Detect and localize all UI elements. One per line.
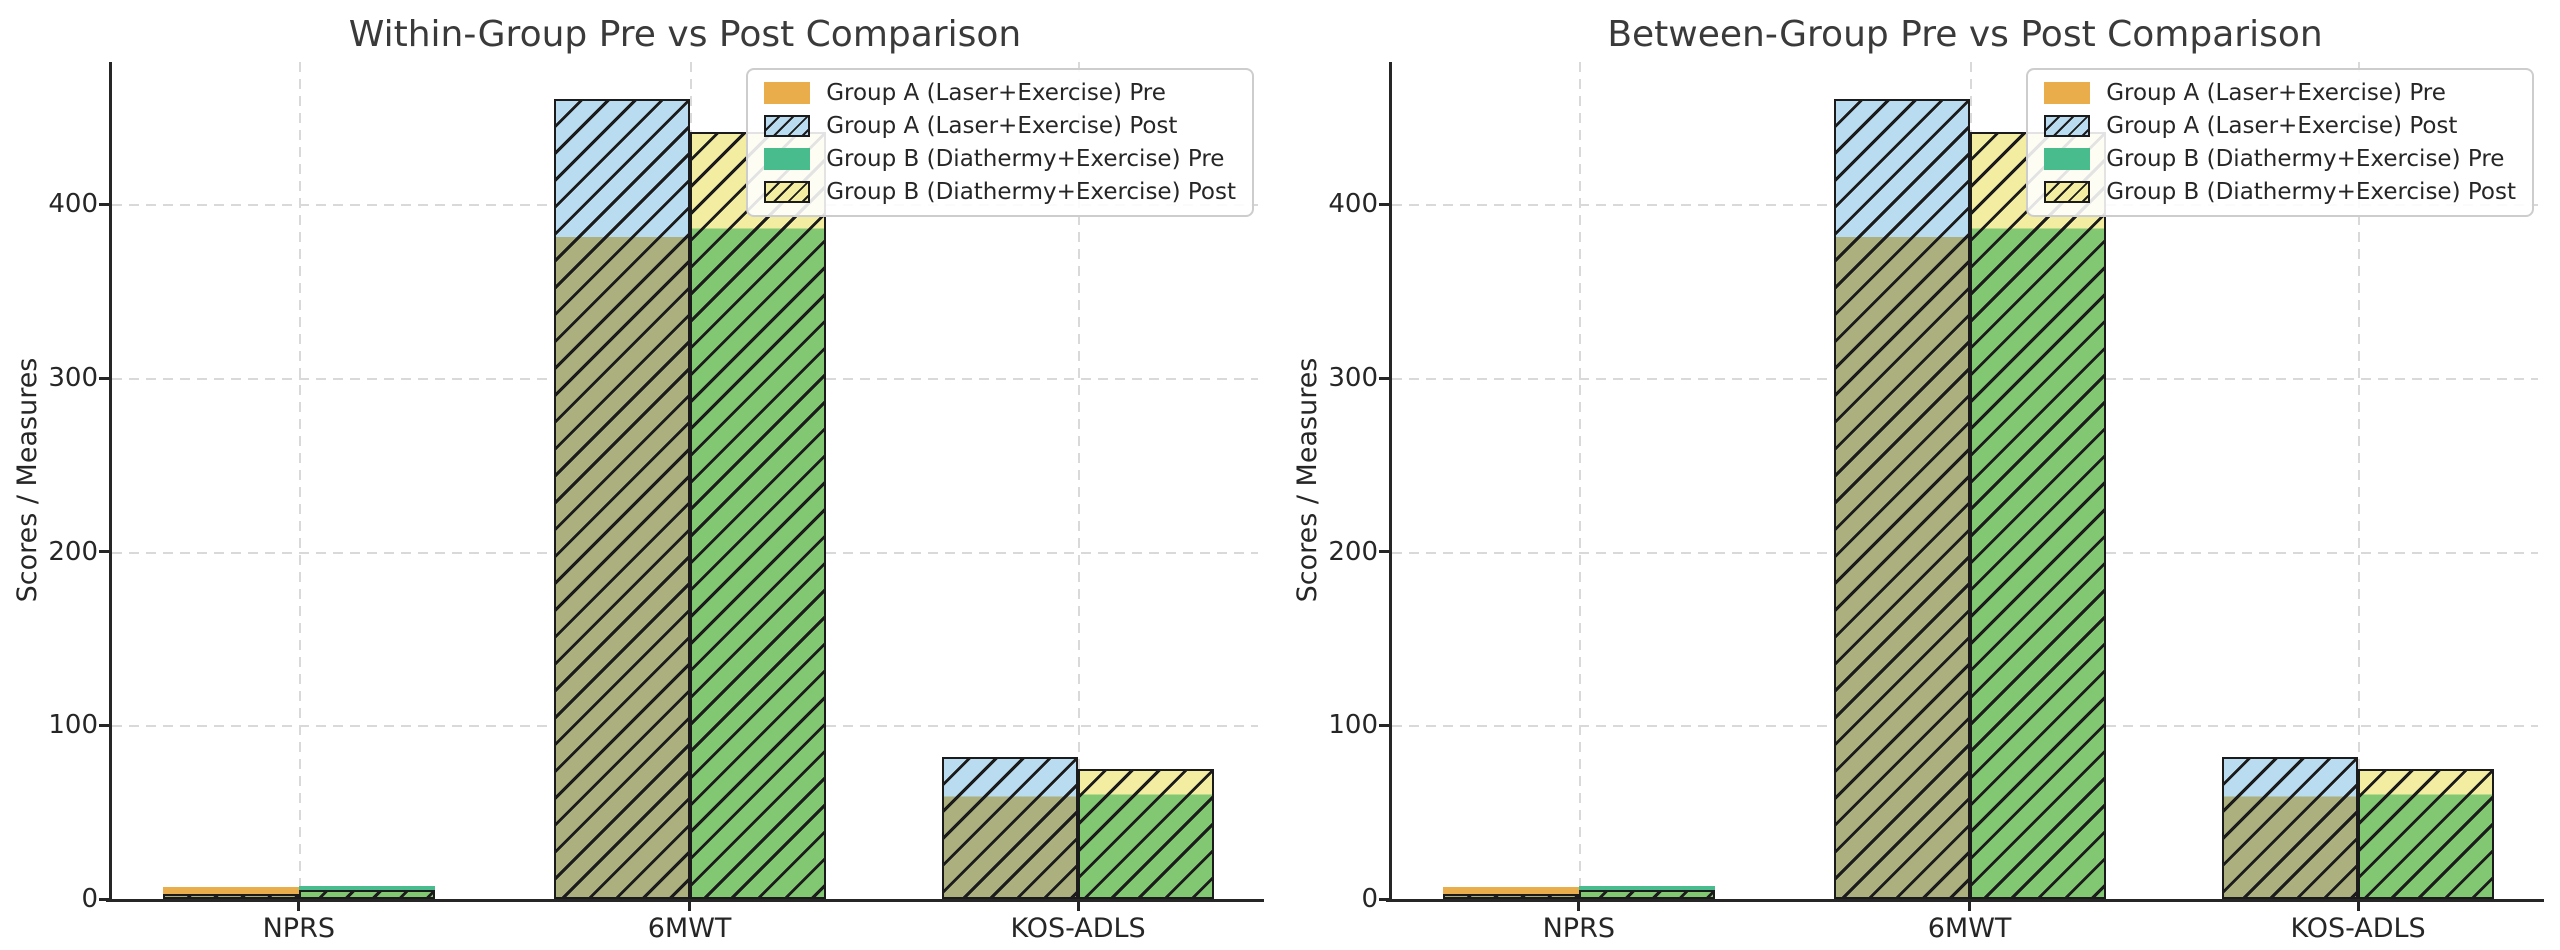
gridline-x-nprs (1578, 62, 1581, 899)
legend: Group A (Laser+Exercise) Pre Group A (Las… (2026, 68, 2534, 217)
legend-item: Group A (Laser+Exercise) Post (2044, 113, 2516, 139)
legend-item: Group B (Diathermy+Exercise) Post (2044, 179, 2516, 205)
legend-label: Group A (Laser+Exercise) Pre (826, 80, 1166, 106)
y-tick-label-300: 300 (1328, 363, 1378, 393)
y-tick-label-100: 100 (1328, 710, 1378, 741)
plot-area: 0 100 200 300 400 NPRS 6MWT KOS-ADLS Group A (La… (48, 62, 1264, 944)
y-axis-spine (109, 62, 112, 902)
chart-between-group: Between-Group Pre vs Post Comparison Sco… (1280, 0, 2560, 950)
y-tick-0 (99, 897, 112, 901)
gridline-x-nprs (298, 62, 301, 899)
y-tick-400 (1379, 202, 1392, 206)
chart-title: Within-Group Pre vs Post Comparison (348, 14, 1022, 55)
y-tick-100 (1379, 723, 1392, 727)
x-tick-label-kos-adls: KOS-ADLS (1010, 913, 1146, 944)
x-tick-kos-adls (1076, 902, 1080, 911)
y-tick-0 (1379, 897, 1392, 901)
legend-item: Group A (Laser+Exercise) Post (764, 113, 1236, 139)
legend-item: Group A (Laser+Exercise) Pre (2044, 80, 2516, 106)
x-tick-label-nprs: NPRS (262, 913, 335, 944)
bar-kos-adls-group-a-post (942, 756, 1079, 899)
legend-label: Group A (Laser+Exercise) Pre (2106, 80, 2446, 106)
legend-item: Group B (Diathermy+Exercise) Pre (2044, 146, 2516, 172)
x-axis-spine (1386, 899, 2544, 902)
bar-nprs-group-b-post (298, 890, 435, 899)
y-axis-spine (1389, 62, 1392, 902)
y-tick-label-400: 400 (48, 189, 98, 220)
y-tick-300 (99, 376, 112, 380)
legend-swatch (764, 82, 811, 104)
x-tick-label-kos-adls: KOS-ADLS (2290, 913, 2426, 944)
x-tick-label-6mwt: 6MWT (647, 913, 732, 944)
y-tick-label-0: 0 (81, 884, 98, 914)
x-tick-label-6mwt: 6MWT (1927, 913, 2012, 944)
y-tick-label-300: 300 (48, 363, 98, 393)
x-tick-nprs (297, 902, 301, 911)
chart-within-group: Within-Group Pre vs Post Comparison Scor… (12, 14, 1264, 944)
legend-swatch (764, 181, 811, 203)
bar-kos-adls-group-a-post (2222, 756, 2359, 899)
x-tick-6mwt (688, 902, 692, 911)
y-tick-200 (1379, 550, 1392, 554)
legend-swatch (2044, 148, 2091, 170)
y-tick-200 (99, 550, 112, 554)
y-tick-100 (99, 723, 112, 727)
legend-item: Group B (Diathermy+Exercise) Pre (764, 146, 1236, 172)
legend-swatch (2044, 181, 2091, 203)
x-tick-6mwt (1968, 902, 1972, 911)
x-tick-nprs (1577, 902, 1581, 911)
bar-6mwt-group-a-post (553, 98, 690, 899)
legend-swatch (764, 148, 811, 170)
y-tick-300 (1379, 376, 1392, 380)
plot-area: 0 100 200 300 400 NPRS 6MWT KOS-ADLS Group A (La… (1328, 62, 2544, 944)
gridline-x-kos-adls (2358, 62, 2361, 899)
legend-label: Group B (Diathermy+Exercise) Pre (2106, 146, 2505, 172)
legend-label: Group A (Laser+Exercise) Post (826, 113, 1178, 139)
legend-label: Group B (Diathermy+Exercise) Pre (826, 146, 1225, 172)
bar-kos-adls-group-b-post (1078, 768, 1215, 899)
legend-label: Group A (Laser+Exercise) Post (2106, 113, 2458, 139)
legend-label: Group B (Diathermy+Exercise) Post (2106, 179, 2516, 205)
y-tick-label-200: 200 (48, 536, 98, 567)
legend-item: Group B (Diathermy+Exercise) Post (764, 179, 1236, 205)
bar-nprs-group-b-post (1578, 890, 1715, 899)
legend-item: Group A (Laser+Exercise) Pre (764, 80, 1236, 106)
y-tick-400 (99, 202, 112, 206)
y-tick-label-0: 0 (1361, 884, 1378, 914)
legend-swatch (2044, 115, 2091, 137)
chart-title: Between-Group Pre vs Post Comparison (1607, 14, 2323, 55)
legend: Group A (Laser+Exercise) Pre Group A (Las… (746, 68, 1254, 217)
y-tick-label-200: 200 (1328, 536, 1378, 567)
bar-nprs-group-a-post (1442, 893, 1579, 899)
bar-6mwt-group-b-post (689, 131, 826, 899)
bar-nprs-group-a-post (162, 893, 299, 899)
x-tick-kos-adls (2356, 902, 2360, 911)
y-tick-label-400: 400 (1328, 189, 1378, 220)
legend-swatch (2044, 82, 2091, 104)
legend-label: Group B (Diathermy+Exercise) Post (826, 179, 1236, 205)
y-tick-label-100: 100 (48, 710, 98, 741)
gridline-x-kos-adls (1078, 62, 1081, 899)
x-axis-spine (106, 899, 1264, 902)
x-tick-label-nprs: NPRS (1542, 913, 1615, 944)
legend-swatch (764, 115, 811, 137)
bar-6mwt-group-b-post (1969, 131, 2106, 899)
bar-kos-adls-group-b-post (2358, 768, 2495, 899)
bar-6mwt-group-a-post (1833, 98, 1970, 899)
